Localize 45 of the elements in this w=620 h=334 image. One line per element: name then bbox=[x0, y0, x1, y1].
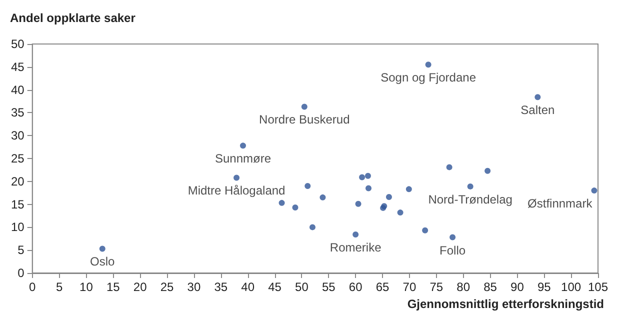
x-tick-label: 105 bbox=[588, 280, 608, 294]
x-tick-label: 45 bbox=[268, 280, 282, 294]
y-tick-label: 30 bbox=[10, 128, 25, 143]
x-tick-label: 65 bbox=[376, 280, 390, 294]
x-tick-label: 70 bbox=[402, 280, 416, 294]
x-tick-label: 20 bbox=[133, 280, 148, 294]
x-tick-label: 30 bbox=[187, 280, 201, 294]
x-tick-label: 15 bbox=[106, 280, 120, 294]
x-tick-label: 10 bbox=[80, 280, 94, 294]
annotation: Salten bbox=[520, 103, 555, 118]
x-tick-label: 90 bbox=[510, 280, 524, 294]
annotation: Nordre Buskerud bbox=[259, 112, 350, 127]
annotation: Midtre Hålogaland bbox=[188, 184, 286, 198]
y-tick-label: 15 bbox=[10, 197, 25, 212]
y-tick-label: 40 bbox=[10, 82, 25, 97]
y-tick-label: 45 bbox=[10, 60, 25, 74]
x-tick-label: 60 bbox=[348, 280, 363, 294]
y-tick-label: 35 bbox=[10, 106, 25, 120]
x-tick-label: 5 bbox=[56, 280, 63, 294]
x-tick-label: 35 bbox=[214, 280, 228, 294]
y-tick-label: 25 bbox=[10, 152, 25, 166]
x-tick-label: 80 bbox=[456, 280, 470, 294]
x-tick-label: 100 bbox=[561, 280, 582, 294]
annotation: Oslo bbox=[90, 254, 116, 269]
annotation: Romerike bbox=[330, 240, 382, 255]
annotation: Sunnmøre bbox=[214, 152, 272, 166]
x-tick-label: 75 bbox=[430, 280, 444, 294]
x-tick-label: 95 bbox=[537, 280, 552, 294]
annotation: Østfinnmark bbox=[528, 196, 594, 211]
x-axis-title: Gjennomsnittlig etterforskningstid bbox=[407, 297, 604, 311]
x-tick-label: 85 bbox=[484, 280, 498, 294]
y-tick-label: 20 bbox=[10, 174, 25, 188]
y-tick-label: 50 bbox=[10, 37, 25, 51]
y-axis-title: Andel oppklarte saker bbox=[10, 11, 136, 25]
y-tick-label: 10 bbox=[10, 220, 25, 234]
x-tick-label: 40 bbox=[241, 280, 255, 294]
annotation: Sogn og Fjordane bbox=[380, 70, 476, 85]
y-tick-label: 0 bbox=[18, 266, 25, 280]
y-tick-label: 5 bbox=[18, 243, 25, 258]
annotation: Follo bbox=[440, 243, 466, 258]
x-tick-label: 55 bbox=[322, 280, 336, 294]
x-tick-label: 0 bbox=[29, 280, 36, 294]
x-tick-label: 50 bbox=[295, 280, 309, 294]
x-tick-label: 25 bbox=[160, 280, 174, 294]
annotation: Nord-Trøndelag bbox=[428, 192, 512, 206]
